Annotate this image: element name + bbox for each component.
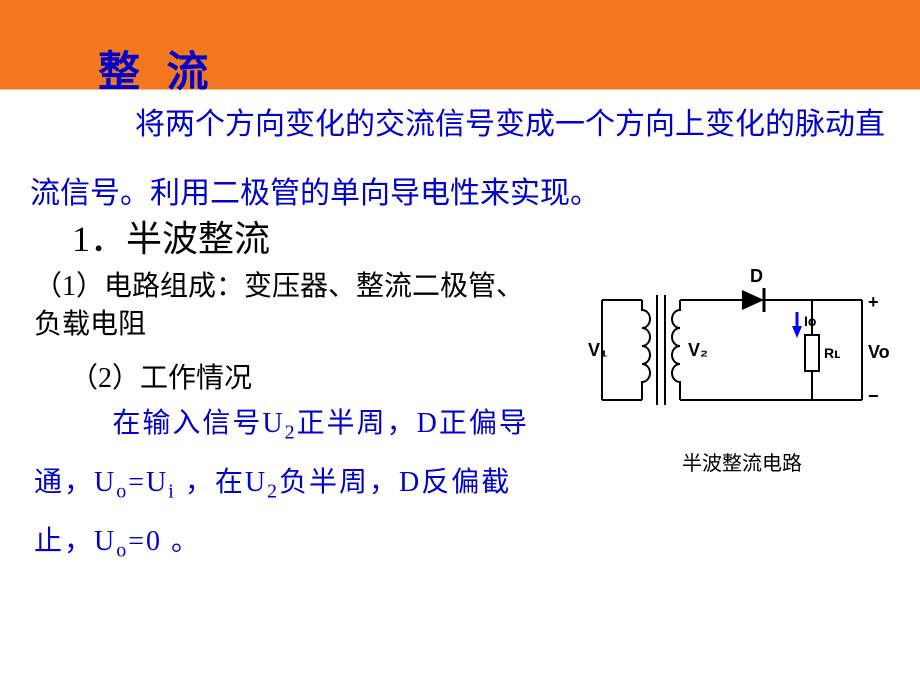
- label-D: D: [750, 266, 763, 286]
- circuit-diagram: D V₁ V₂ Io Rʟ Vo + − 半波整流电路: [572, 260, 892, 500]
- label-Vo: Vo: [868, 342, 890, 362]
- point-2-label: （2）工作情况: [70, 356, 252, 396]
- intro-paragraph: 将两个方向变化的交流信号变成一个方向上变化的脉动直流信号。利用二极管的单向导电性…: [30, 90, 890, 228]
- label-V1: V₁: [588, 340, 607, 360]
- label-V2: V₂: [688, 340, 708, 360]
- point-2-body: 在输入信号U2正半周，D正偏导通，Uo=Ui ，在U2负半周，D反偏截止，Uo=…: [34, 395, 554, 571]
- label-RL: Rʟ: [824, 345, 840, 361]
- section-heading-1: 1．半波整流: [72, 210, 270, 262]
- diagram-caption: 半波整流电路: [682, 452, 802, 475]
- label-plus: +: [868, 292, 879, 312]
- point-1-text: （1）电路组成：变压器、整流二极管、负载电阻: [34, 268, 544, 344]
- label-minus: −: [868, 386, 879, 406]
- label-Io: Io: [804, 313, 816, 329]
